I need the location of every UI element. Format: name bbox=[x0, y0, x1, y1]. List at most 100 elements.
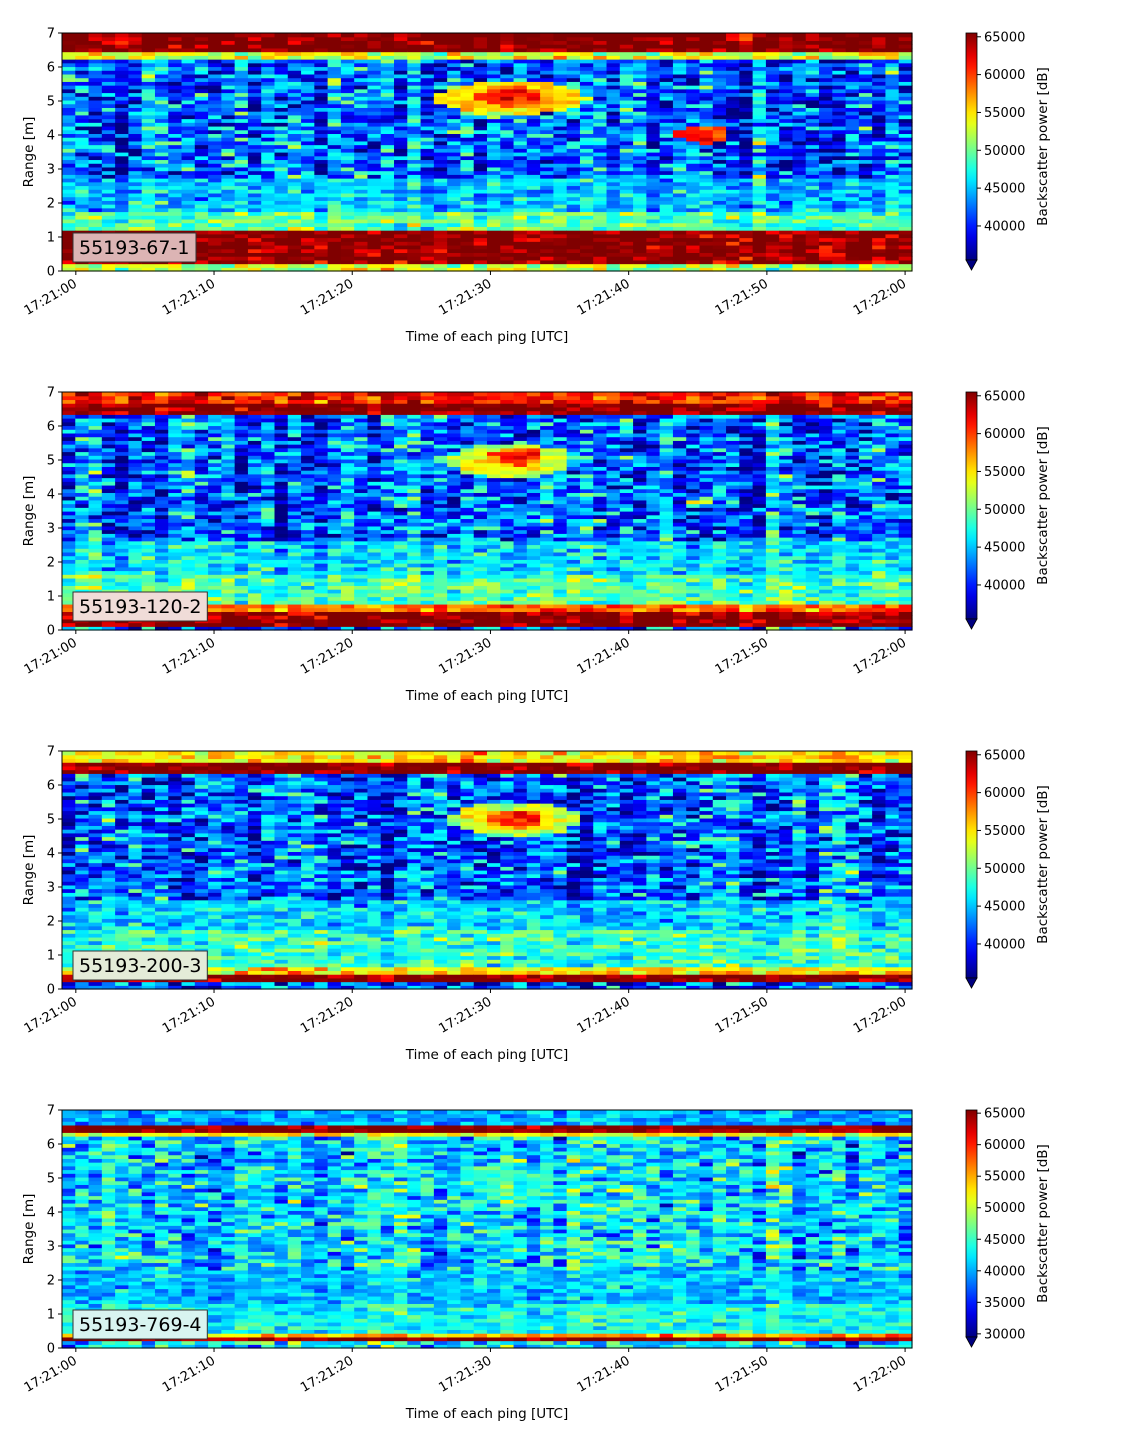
heatmap-cell bbox=[606, 230, 621, 235]
heatmap-cell bbox=[75, 481, 90, 486]
heatmap-cell bbox=[672, 122, 687, 127]
heatmap-cell bbox=[473, 152, 488, 157]
heatmap-cell bbox=[739, 62, 754, 68]
heatmap-cell bbox=[447, 114, 462, 120]
heatmap-cell bbox=[659, 36, 674, 42]
heatmap-cell bbox=[553, 159, 568, 164]
heatmap-cell bbox=[101, 33, 116, 38]
heatmap-cell bbox=[221, 458, 236, 464]
heatmap-cell bbox=[765, 244, 780, 250]
heatmap-cell bbox=[752, 155, 767, 161]
heatmap-cell bbox=[62, 462, 76, 467]
heatmap-cell bbox=[487, 222, 501, 227]
heatmap-cell bbox=[699, 114, 714, 120]
heatmap-cell bbox=[194, 481, 209, 486]
heatmap-cell bbox=[566, 44, 581, 49]
heatmap-cell bbox=[779, 174, 794, 179]
heatmap-cell bbox=[739, 111, 754, 116]
heatmap-cell bbox=[168, 196, 183, 201]
heatmap-cell bbox=[128, 103, 143, 108]
heatmap-cell bbox=[579, 222, 594, 227]
heatmap-cell bbox=[858, 77, 873, 82]
heatmap-cell bbox=[872, 218, 887, 224]
heatmap-cell bbox=[765, 207, 780, 213]
heatmap-cell bbox=[500, 125, 515, 131]
heatmap-cell bbox=[181, 577, 196, 583]
heatmap-cell bbox=[194, 103, 209, 108]
heatmap-cell bbox=[792, 133, 807, 138]
heatmap-cell bbox=[407, 174, 422, 179]
heatmap-cell bbox=[885, 122, 900, 127]
heatmap-cell bbox=[115, 533, 130, 538]
heatmap-cell bbox=[75, 129, 90, 135]
heatmap-cell bbox=[181, 215, 196, 220]
heatmap-cell bbox=[88, 70, 103, 75]
heatmap-cell bbox=[274, 185, 289, 190]
heatmap-cell bbox=[75, 511, 90, 516]
heatmap-cell bbox=[101, 626, 116, 631]
heatmap-cell bbox=[619, 259, 634, 265]
heatmap-cell bbox=[314, 226, 329, 231]
heatmap-cell bbox=[221, 470, 236, 475]
heatmap-cell bbox=[154, 481, 169, 486]
heatmap-cell bbox=[181, 514, 196, 520]
heatmap-cell bbox=[208, 96, 222, 101]
heatmap-cell bbox=[261, 233, 276, 239]
heatmap-cell bbox=[566, 200, 581, 205]
heatmap-cell bbox=[606, 88, 621, 94]
heatmap-cell bbox=[115, 544, 130, 549]
heatmap-cell bbox=[75, 85, 90, 90]
heatmap-cell bbox=[553, 263, 568, 268]
heatmap-cell bbox=[101, 406, 116, 412]
heatmap-cell bbox=[115, 484, 130, 490]
heatmap-cell bbox=[858, 47, 873, 53]
heatmap-cell bbox=[88, 125, 103, 131]
heatmap-cell bbox=[221, 215, 236, 220]
heatmap-cell bbox=[314, 88, 329, 94]
heatmap-cell bbox=[367, 103, 382, 108]
heatmap-cell bbox=[699, 218, 714, 224]
heatmap-cell bbox=[526, 140, 541, 146]
heatmap-cell bbox=[460, 140, 475, 146]
heatmap-cell bbox=[726, 122, 740, 127]
heatmap-cell bbox=[367, 267, 382, 272]
heatmap-cell bbox=[526, 233, 541, 239]
heatmap-cell bbox=[128, 133, 143, 138]
heatmap-cell bbox=[327, 185, 342, 190]
heatmap-cell bbox=[327, 140, 342, 146]
heatmap-cell bbox=[447, 211, 462, 216]
heatmap-cell bbox=[168, 514, 183, 520]
heatmap-cell bbox=[885, 133, 900, 138]
heatmap-cell bbox=[739, 248, 754, 254]
heatmap-cell bbox=[301, 62, 315, 68]
heatmap-cell bbox=[765, 256, 780, 261]
heatmap-cell bbox=[88, 166, 103, 172]
heatmap-cell bbox=[181, 107, 196, 112]
heatmap-cell bbox=[407, 66, 422, 71]
heatmap-cell bbox=[885, 241, 900, 246]
heatmap-cell bbox=[819, 178, 833, 183]
heatmap-cell bbox=[805, 140, 820, 146]
heatmap-cell bbox=[460, 77, 475, 82]
heatmap-cell bbox=[101, 421, 116, 427]
heatmap-cell bbox=[433, 99, 448, 105]
heatmap-cell bbox=[394, 103, 408, 108]
heatmap-cell bbox=[553, 267, 568, 272]
heatmap-cell bbox=[168, 577, 183, 583]
heatmap-cell bbox=[526, 259, 541, 265]
heatmap-cell bbox=[540, 248, 555, 254]
heatmap-cell bbox=[447, 125, 462, 131]
heatmap-cell bbox=[301, 144, 315, 149]
heatmap-cell bbox=[885, 144, 900, 149]
heatmap-cell bbox=[513, 77, 528, 82]
heatmap-cell bbox=[287, 66, 302, 71]
heatmap-cell bbox=[726, 163, 740, 168]
heatmap-cell bbox=[898, 77, 913, 82]
heatmap-cell bbox=[154, 589, 169, 594]
heatmap-cell bbox=[168, 421, 183, 427]
heatmap-cell bbox=[62, 96, 76, 101]
heatmap-cell bbox=[487, 152, 501, 157]
heatmap-cell bbox=[394, 118, 408, 123]
heatmap-cell bbox=[420, 59, 435, 64]
heatmap-cell bbox=[805, 204, 820, 209]
